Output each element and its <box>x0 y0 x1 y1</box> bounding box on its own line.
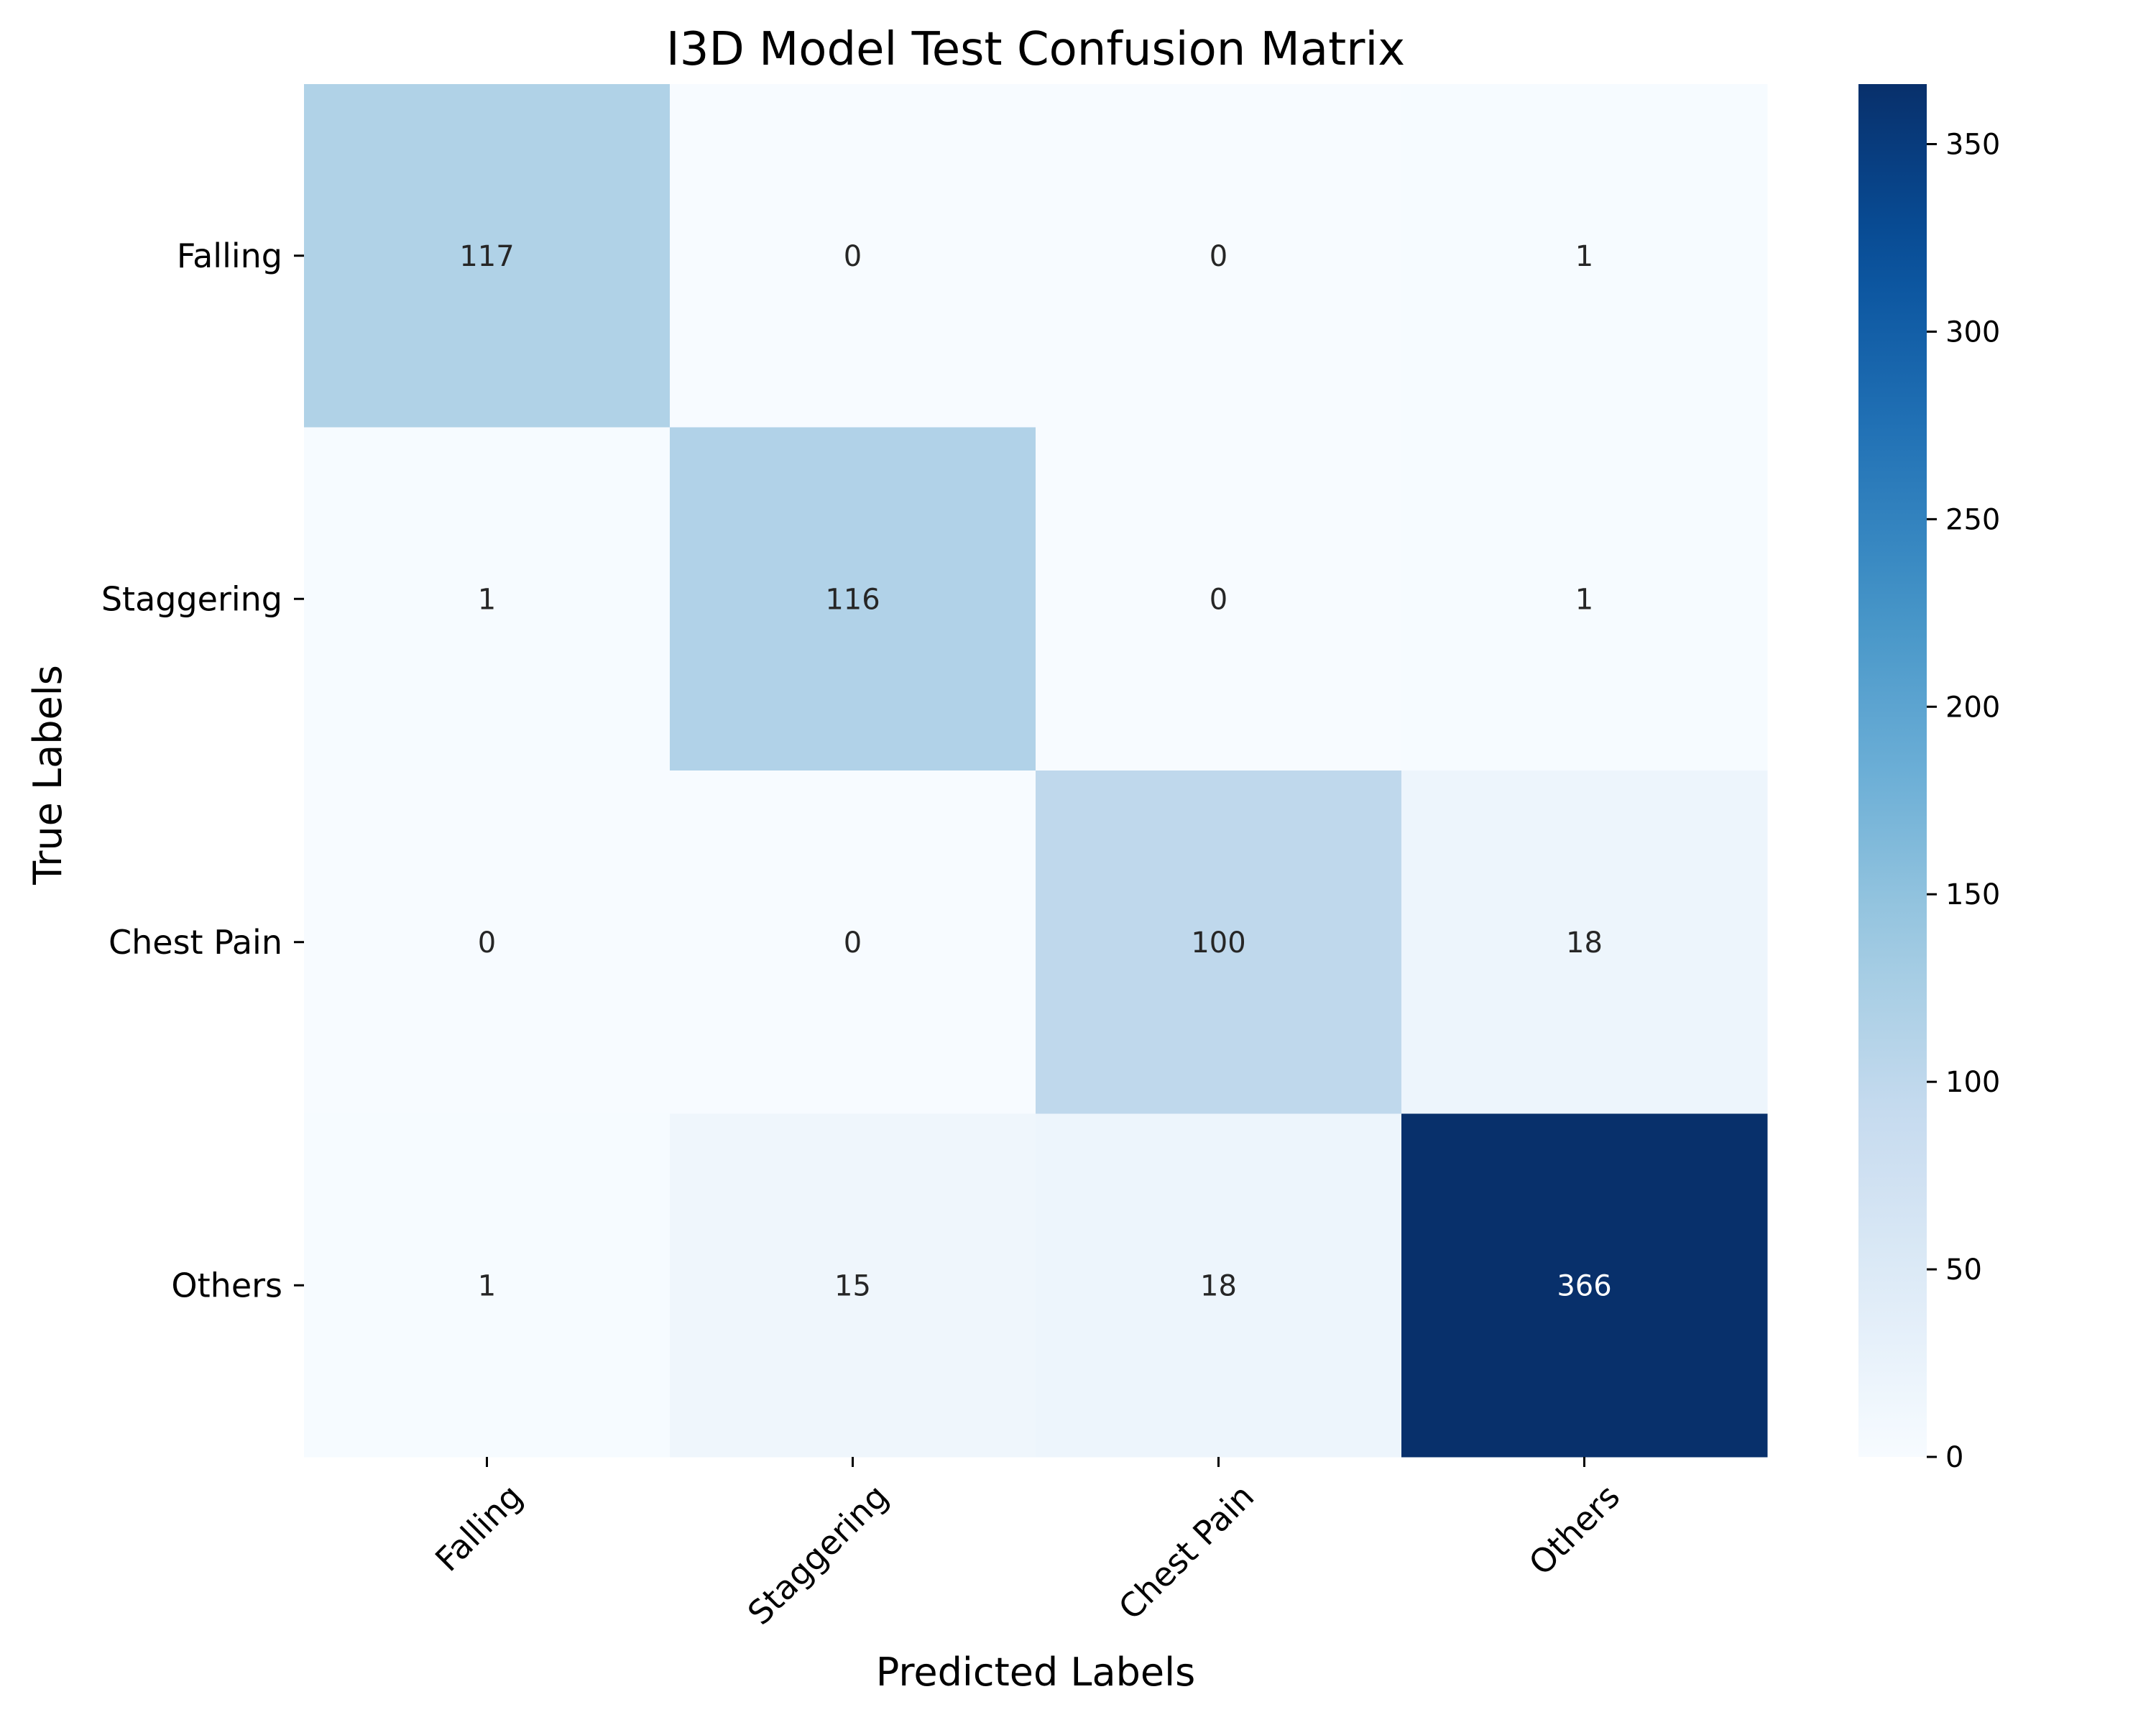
x-axis-label: Predicted Labels <box>876 1650 1195 1695</box>
y-axis-label: True Labels <box>25 665 70 886</box>
cell-value-label: 0 <box>478 926 496 960</box>
cell-value-label: 366 <box>1557 1269 1611 1302</box>
cell-value-label: 117 <box>459 240 514 273</box>
cell-value-label: 18 <box>1566 926 1603 960</box>
heatmap-cell <box>1036 84 1402 428</box>
cell-value-label: 0 <box>844 240 862 273</box>
cell-value-label: 1 <box>478 583 496 616</box>
x-tick-label: Chest Pain <box>1111 1477 1261 1627</box>
heatmap-cell <box>670 770 1036 1114</box>
heatmap-cells: 117 0 0 11 116 0 10 0 100 181 15 18 366 <box>304 84 1768 1458</box>
colorbar-tick-label: 50 <box>1945 1254 1982 1287</box>
cell-value-label: 0 <box>1210 240 1227 273</box>
x-tick-label: Others <box>1521 1477 1627 1583</box>
y-tick-label: Others <box>171 1266 282 1305</box>
heatmap-cell <box>1401 770 1768 1114</box>
cell-value-label: 116 <box>825 583 880 616</box>
heatmap-cell <box>1401 1113 1768 1458</box>
y-tick-label: Falling <box>177 236 282 275</box>
cell-value-label: 1 <box>1575 240 1593 273</box>
heatmap-cell <box>1036 1113 1402 1458</box>
heatmap-cell <box>670 427 1036 771</box>
heatmap-cell <box>1036 770 1402 1114</box>
cell-value-label: 0 <box>844 926 862 960</box>
y-tick-label: Staggering <box>101 579 282 618</box>
heatmap-cell <box>670 84 1036 428</box>
heatmap-cell <box>1036 427 1402 771</box>
x-tick-label: Staggering <box>740 1477 895 1632</box>
colorbar: 0 50 100 150 200 250 300 350 <box>1858 84 2000 1474</box>
colorbar-tick-label: 150 <box>1945 878 2000 911</box>
colorbar-gradient <box>1858 84 1927 1457</box>
y-axis-ticks: Falling Staggering Chest Pain Others <box>101 236 304 1305</box>
colorbar-tick-label: 200 <box>1945 691 2000 724</box>
colorbar-tick-label: 250 <box>1945 503 2000 536</box>
y-tick-label: Chest Pain <box>109 923 282 962</box>
cell-value-label: 1 <box>1575 583 1593 616</box>
heatmap-cell <box>304 770 671 1114</box>
heatmap-cell <box>304 427 671 771</box>
cell-value-label: 18 <box>1200 1269 1237 1302</box>
colorbar-tick-label: 100 <box>1945 1066 2000 1099</box>
cell-value-label: 15 <box>834 1269 871 1302</box>
heatmap-cell <box>304 1113 671 1458</box>
chart-title: I3D Model Test Confusion Matrix <box>666 23 1405 76</box>
x-tick-label: Falling <box>428 1477 530 1579</box>
heatmap-cell <box>1401 84 1768 428</box>
colorbar-tick-label: 0 <box>1945 1441 1963 1474</box>
x-axis-ticks: Falling Staggering Chest Pain Others <box>428 1457 1627 1632</box>
colorbar-tick-label: 300 <box>1945 316 2000 349</box>
cell-value-label: 1 <box>478 1269 496 1302</box>
cell-value-label: 100 <box>1191 926 1245 960</box>
heatmap-cell <box>670 1113 1036 1458</box>
heatmap-cell <box>304 84 671 428</box>
heatmap-cell <box>1401 427 1768 771</box>
cell-value-label: 0 <box>1210 583 1227 616</box>
colorbar-tick-label: 350 <box>1945 128 2000 161</box>
